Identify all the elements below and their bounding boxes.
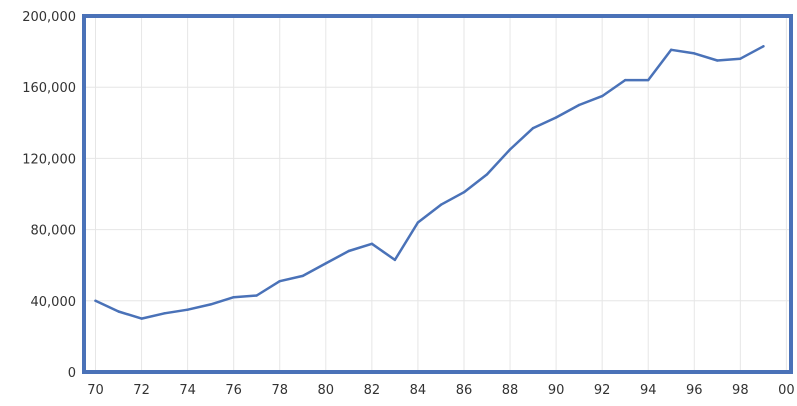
data-point [186, 308, 189, 311]
series-group [94, 45, 765, 320]
x-axis-labels: 70 72 74 76 78 80 82 84 86 88 90 92 94 96 98 00 [87, 383, 794, 398]
data-point [601, 94, 604, 98]
data-point [485, 173, 489, 176]
x-tick-label: 72 [133, 383, 150, 398]
grid-lines [84, 16, 791, 372]
plot-frame [82, 14, 793, 374]
data-point [762, 45, 765, 48]
data-point [209, 303, 212, 306]
data-point [347, 249, 350, 253]
x-tick-label: 78 [271, 383, 288, 398]
data-point [140, 317, 143, 320]
x-tick-label: 84 [410, 383, 427, 398]
y-tick-label: 80,000 [31, 224, 77, 239]
data-point [94, 299, 97, 302]
y-tick-label: 0 [68, 366, 76, 381]
x-tick-label: 00 [778, 383, 795, 398]
x-tick-label: 92 [594, 383, 611, 398]
data-point [232, 296, 235, 299]
x-tick-label: 94 [640, 383, 657, 398]
data-point [439, 203, 443, 206]
data-point [370, 242, 374, 245]
plot-background [84, 16, 791, 372]
data-point [163, 312, 166, 315]
data-point [393, 258, 397, 262]
data-point [647, 78, 650, 82]
data-point [462, 191, 466, 194]
x-tick-label: 86 [456, 383, 473, 398]
y-tick-label: 40,000 [31, 295, 77, 310]
data-point [416, 221, 420, 224]
y-tick-label: 200,000 [22, 10, 76, 25]
x-tick-label: 80 [318, 383, 335, 398]
x-tick-label: 88 [502, 383, 519, 398]
data-point [693, 52, 696, 55]
x-tick-label: 96 [686, 383, 703, 398]
x-tick-label: 74 [179, 383, 196, 398]
data-point [255, 294, 258, 297]
data-point [324, 262, 327, 265]
y-tick-label: 120,000 [22, 152, 76, 167]
x-tick-label: 90 [548, 383, 565, 398]
x-tick-label: 82 [364, 383, 381, 398]
x-tick-label: 70 [87, 383, 104, 398]
data-point [739, 57, 742, 60]
data-point [508, 148, 512, 151]
data-point [117, 310, 120, 313]
y-tick-label: 160,000 [22, 81, 76, 96]
data-point [716, 59, 719, 62]
data-point [554, 116, 558, 119]
data-point [670, 48, 673, 51]
x-tick-label: 98 [732, 383, 749, 398]
data-point [301, 274, 304, 278]
data-point [624, 78, 627, 82]
series-line [94, 45, 765, 320]
data-point [577, 103, 581, 107]
data-point [531, 126, 535, 130]
y-axis-labels: 0 40,000 80,000 120,000 160,000 200,000 [22, 10, 76, 381]
data-point [278, 280, 281, 283]
x-tick-label: 76 [225, 383, 242, 398]
